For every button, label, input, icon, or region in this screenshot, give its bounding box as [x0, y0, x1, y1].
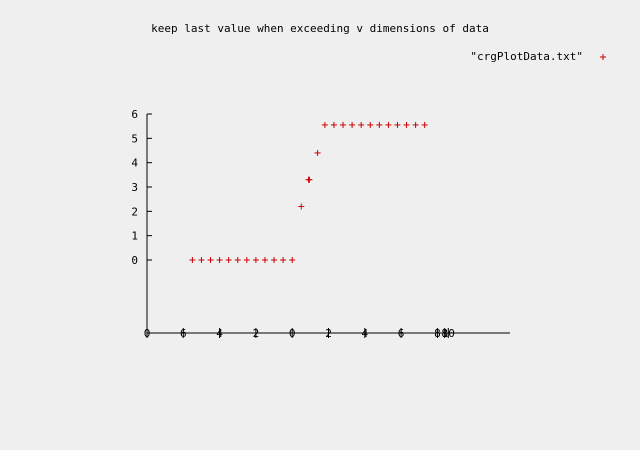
data-point [314, 149, 321, 156]
y-tick-label: 1 [131, 230, 138, 243]
y-ticks: 0 1 2 3 4 5 6 [131, 108, 152, 267]
x-tick-label: 8 [434, 327, 441, 340]
data-point [289, 257, 296, 263]
x-tick-label: 2 [325, 327, 332, 340]
data-point [261, 257, 268, 263]
data-point [207, 257, 214, 263]
y-tick-label: 2 [131, 205, 138, 218]
data-point [280, 257, 287, 263]
data-point [403, 121, 410, 128]
x-tick-label: 6 [180, 327, 187, 340]
y-tick-label: 3 [131, 181, 138, 194]
data-point [330, 121, 337, 128]
x-tick-label: 8 [441, 327, 448, 340]
data-point [376, 121, 383, 128]
y-tick-label: 6 [131, 108, 138, 121]
data-point [216, 257, 223, 263]
data-point [234, 257, 241, 263]
x-tick-label: 6 [398, 327, 405, 340]
data-point [340, 121, 347, 128]
legend: "crgPlotData.txt" [470, 50, 606, 63]
legend-label: "crgPlotData.txt" [470, 50, 583, 63]
data-point [394, 121, 401, 128]
data-point [358, 121, 365, 128]
data-point [367, 121, 374, 128]
x-tick-label: 0 [144, 327, 151, 340]
x-tick-label: 4 [361, 327, 368, 340]
chart-title: keep last value when exceeding v dimensi… [151, 22, 489, 35]
data-point [349, 121, 356, 128]
data-point [306, 176, 313, 183]
x-ticks: 0 6 4 2 0 2 4 6 8 810 [144, 327, 455, 340]
data-point [271, 257, 278, 263]
x-tick-label: 10 [442, 327, 455, 340]
data-point [321, 121, 328, 128]
y-tick-label: 4 [131, 157, 138, 170]
data-point [243, 257, 250, 263]
x-tick-label: 4 [216, 327, 223, 340]
legend-marker [600, 54, 606, 60]
data-point [421, 121, 428, 128]
y-tick-label: 0 [131, 254, 138, 267]
data-point [385, 121, 392, 128]
y-tick-label: 5 [131, 132, 138, 145]
data-point [298, 203, 305, 210]
data-point [198, 257, 205, 263]
data-point [225, 257, 232, 263]
x-tick-label: 0 [289, 327, 296, 340]
data-point [189, 257, 196, 263]
data-points [189, 121, 428, 263]
data-point [412, 121, 419, 128]
x-tick-label: 2 [253, 327, 260, 340]
data-point [252, 257, 259, 263]
